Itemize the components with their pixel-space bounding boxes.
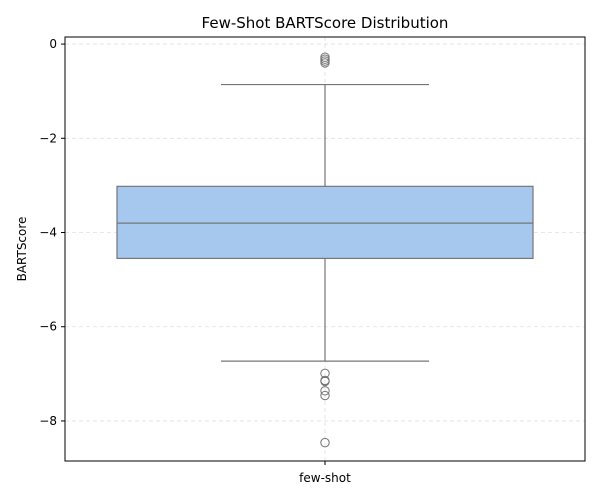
outlier-point — [320, 58, 330, 68]
y-tick-label: 0 — [49, 37, 57, 51]
y-axis-title: BARTScore — [15, 217, 29, 282]
y-tick-label: −6 — [39, 320, 57, 334]
y-tick-label: −2 — [39, 131, 57, 145]
outlier-point — [320, 437, 330, 448]
x-tick-label: few-shot — [299, 471, 351, 485]
outlier-point — [320, 390, 330, 401]
chart-title: Few-Shot BARTScore Distribution — [202, 14, 449, 32]
x-axis: few-shot — [299, 461, 351, 485]
outlier-point — [320, 386, 330, 396]
box-iqr — [116, 185, 534, 260]
y-tick-label: −4 — [39, 226, 57, 240]
y-axis: 0 −2 −4 −6 −8 — [39, 37, 65, 428]
y-tick-label: −8 — [39, 414, 57, 428]
plot-layer — [116, 52, 534, 448]
outlier-point — [320, 376, 330, 387]
